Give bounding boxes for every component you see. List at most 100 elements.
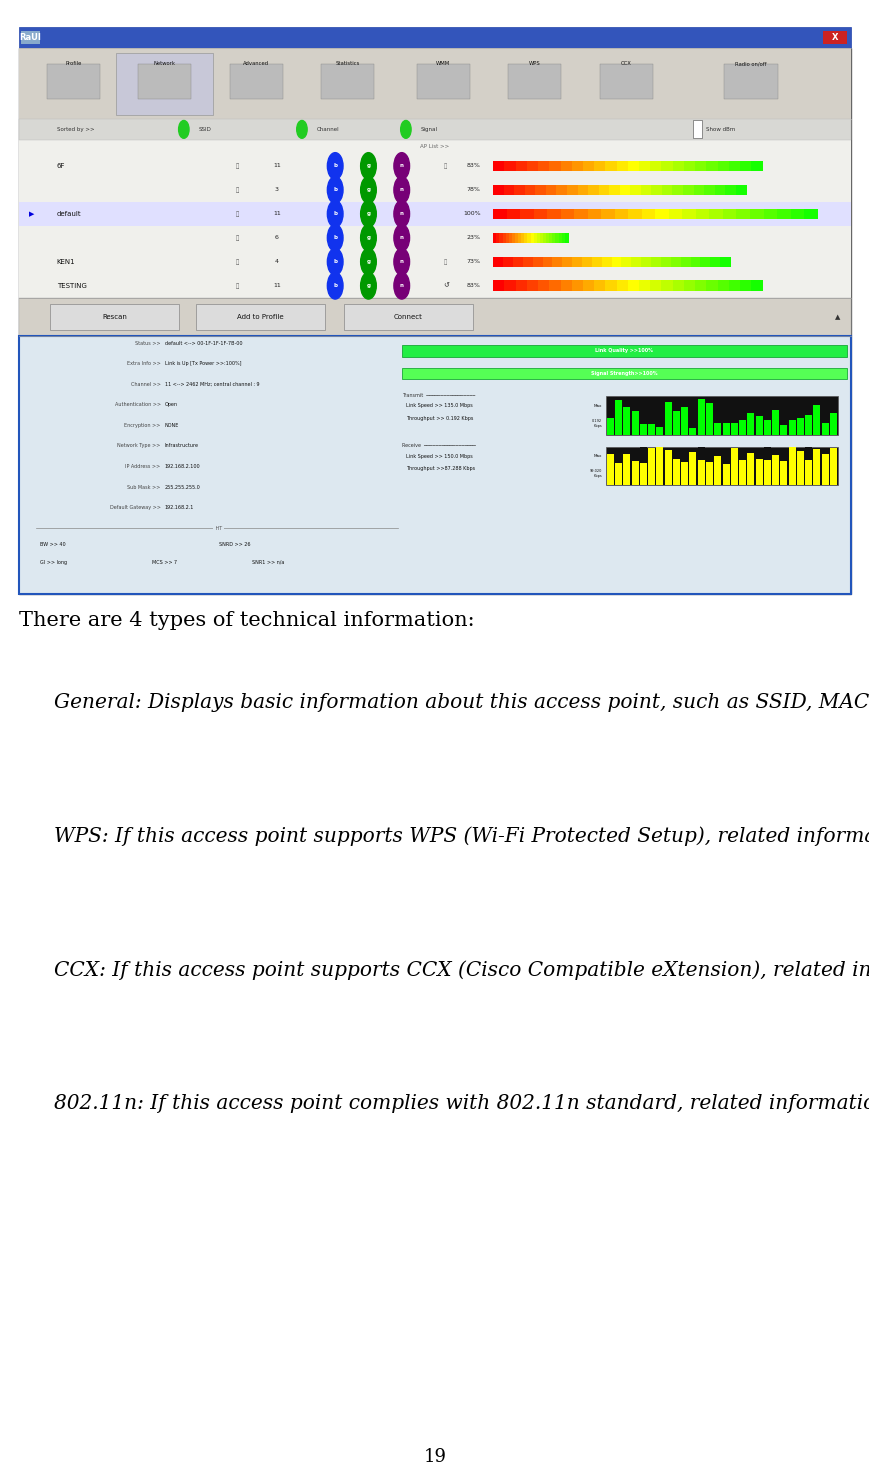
Bar	[655, 427, 663, 435]
Bar	[627, 280, 640, 291]
Bar	[660, 257, 671, 267]
Bar	[683, 280, 695, 291]
Text: Status >>: Status >>	[135, 340, 161, 346]
Bar	[829, 413, 836, 435]
Text: 100%: 100%	[462, 211, 481, 217]
Bar	[779, 462, 786, 485]
Text: 192.168.2.100: 192.168.2.100	[164, 464, 200, 469]
Text: 11 <--> 2462 MHz; central channel : 9: 11 <--> 2462 MHz; central channel : 9	[164, 381, 259, 387]
Text: Open: Open	[164, 402, 177, 407]
Bar	[749, 209, 764, 220]
Bar	[813, 405, 819, 435]
Text: n: n	[400, 211, 403, 217]
Bar	[571, 280, 583, 291]
Text: Sorted by >>: Sorted by >>	[56, 128, 94, 132]
Bar	[21, 31, 40, 45]
Bar	[504, 280, 516, 291]
Text: General: Displays basic information about this access point, such as SSID, MAC A: General: Displays basic information abou…	[54, 693, 869, 712]
Bar	[822, 31, 846, 45]
Text: b: b	[333, 283, 337, 288]
Bar	[587, 184, 599, 196]
Bar	[647, 448, 654, 485]
Circle shape	[361, 177, 376, 203]
Bar	[820, 423, 828, 435]
Text: 802.11n: If this access point complies with 802.11n standard, related informatio: 802.11n: If this access point complies w…	[54, 1094, 869, 1113]
Bar	[19, 49, 850, 594]
Text: KEN1: KEN1	[56, 258, 75, 264]
Bar	[116, 53, 213, 114]
Bar	[556, 184, 567, 196]
Text: Channel: Channel	[316, 128, 339, 132]
Bar	[401, 368, 846, 380]
Text: 83%: 83%	[467, 283, 481, 288]
Bar	[548, 160, 561, 171]
Bar	[606, 396, 837, 435]
Bar	[694, 280, 706, 291]
Bar	[754, 416, 762, 435]
Circle shape	[361, 224, 376, 251]
Bar	[639, 160, 650, 171]
Text: Network: Network	[154, 61, 176, 65]
Bar	[820, 454, 828, 485]
Bar	[736, 209, 750, 220]
Bar	[640, 257, 651, 267]
Bar	[495, 233, 500, 243]
Bar	[713, 184, 726, 196]
Text: ↺: ↺	[443, 283, 448, 289]
Bar	[614, 399, 621, 435]
Bar	[47, 64, 100, 99]
Bar	[771, 454, 779, 485]
Bar	[706, 160, 718, 171]
Circle shape	[361, 153, 376, 180]
Text: Receive  ──────────────────: Receive ──────────────────	[401, 444, 475, 448]
Text: n: n	[400, 187, 403, 193]
Bar	[804, 416, 812, 435]
Bar	[343, 304, 472, 331]
Bar	[703, 184, 714, 196]
Bar	[19, 298, 850, 337]
Text: SNRD >> 26: SNRD >> 26	[218, 542, 250, 548]
Bar	[655, 447, 663, 485]
Bar	[527, 280, 538, 291]
Text: 🔓: 🔓	[235, 211, 238, 217]
Text: 🔓: 🔓	[235, 163, 238, 169]
Bar	[401, 346, 846, 356]
Text: Max: Max	[593, 454, 601, 459]
Bar	[813, 448, 819, 485]
Bar	[629, 184, 641, 196]
Bar	[700, 257, 710, 267]
Text: g: g	[366, 283, 370, 288]
Text: Channel >>: Channel >>	[130, 381, 161, 387]
Bar	[660, 280, 673, 291]
Circle shape	[327, 200, 342, 227]
Text: 19: 19	[423, 1448, 446, 1466]
Bar	[697, 399, 704, 435]
Bar	[713, 456, 720, 485]
Text: HT: HT	[214, 525, 223, 531]
Circle shape	[394, 177, 409, 203]
Bar	[705, 462, 713, 485]
Bar	[560, 160, 572, 171]
Bar	[548, 280, 561, 291]
Bar	[508, 233, 512, 243]
Text: Add to Profile: Add to Profile	[236, 315, 283, 321]
Bar	[672, 411, 680, 435]
Text: CCX: CCX	[620, 61, 631, 65]
Circle shape	[394, 200, 409, 227]
Bar	[520, 209, 534, 220]
Bar	[416, 64, 469, 99]
Bar	[668, 209, 682, 220]
Bar	[690, 257, 700, 267]
Text: WPS: WPS	[528, 61, 540, 65]
Text: b: b	[333, 187, 337, 193]
Bar	[740, 280, 751, 291]
Bar	[631, 257, 641, 267]
Bar	[796, 451, 803, 485]
Bar	[606, 447, 837, 485]
Bar	[554, 233, 559, 243]
Text: n: n	[400, 260, 403, 264]
Circle shape	[296, 120, 307, 138]
Bar	[532, 257, 543, 267]
Text: 99.020
Kbps: 99.020 Kbps	[589, 469, 601, 478]
Bar	[605, 160, 617, 171]
